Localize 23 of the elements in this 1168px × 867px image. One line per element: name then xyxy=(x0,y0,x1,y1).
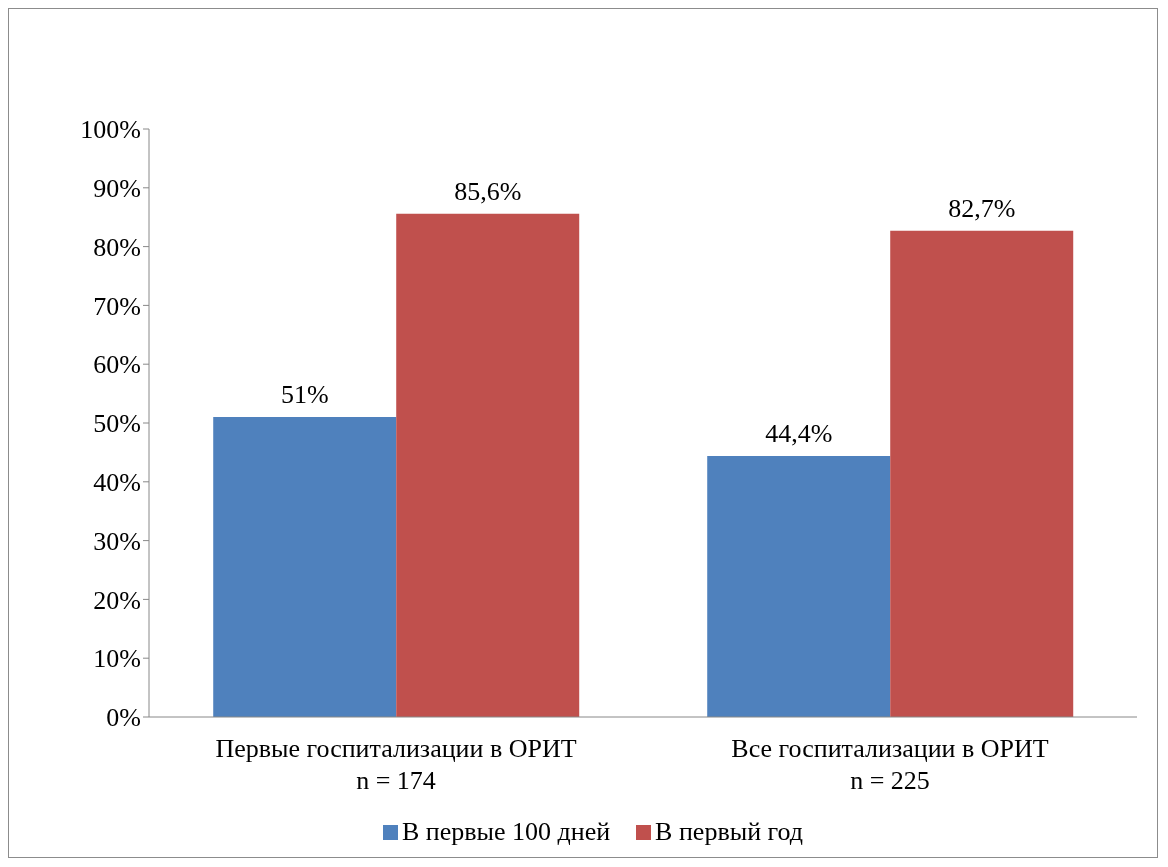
y-tick-label: 90% xyxy=(93,174,141,204)
y-tick-label: 10% xyxy=(93,644,141,674)
data-label: 82,7% xyxy=(948,193,1016,223)
legend-label: В первый год xyxy=(655,817,804,847)
data-label: 85,6% xyxy=(454,176,522,206)
x-tick-label: Первые госпитализации в ОРИТ n = 174 xyxy=(215,734,577,795)
y-tick-label: 40% xyxy=(93,468,141,498)
data-label: 51% xyxy=(280,380,329,410)
bar xyxy=(213,417,397,717)
y-tick-label: 30% xyxy=(93,526,141,556)
bar xyxy=(890,230,1074,717)
bar xyxy=(707,455,891,717)
y-tick-label: 50% xyxy=(93,409,141,439)
y-tick-label: 70% xyxy=(93,291,141,321)
y-tick-label: 60% xyxy=(93,350,141,380)
bar xyxy=(396,213,580,717)
legend-label: В первые 100 дней xyxy=(401,817,611,847)
y-tick-label: 20% xyxy=(93,585,141,615)
y-tick-label: 100% xyxy=(80,115,141,145)
y-tick-label: 0% xyxy=(106,703,141,733)
y-tick-label: 80% xyxy=(93,232,141,262)
x-tick-label: Все госпитализации в ОРИТ n = 225 xyxy=(731,734,1049,795)
data-label: 44,4% xyxy=(765,418,833,448)
